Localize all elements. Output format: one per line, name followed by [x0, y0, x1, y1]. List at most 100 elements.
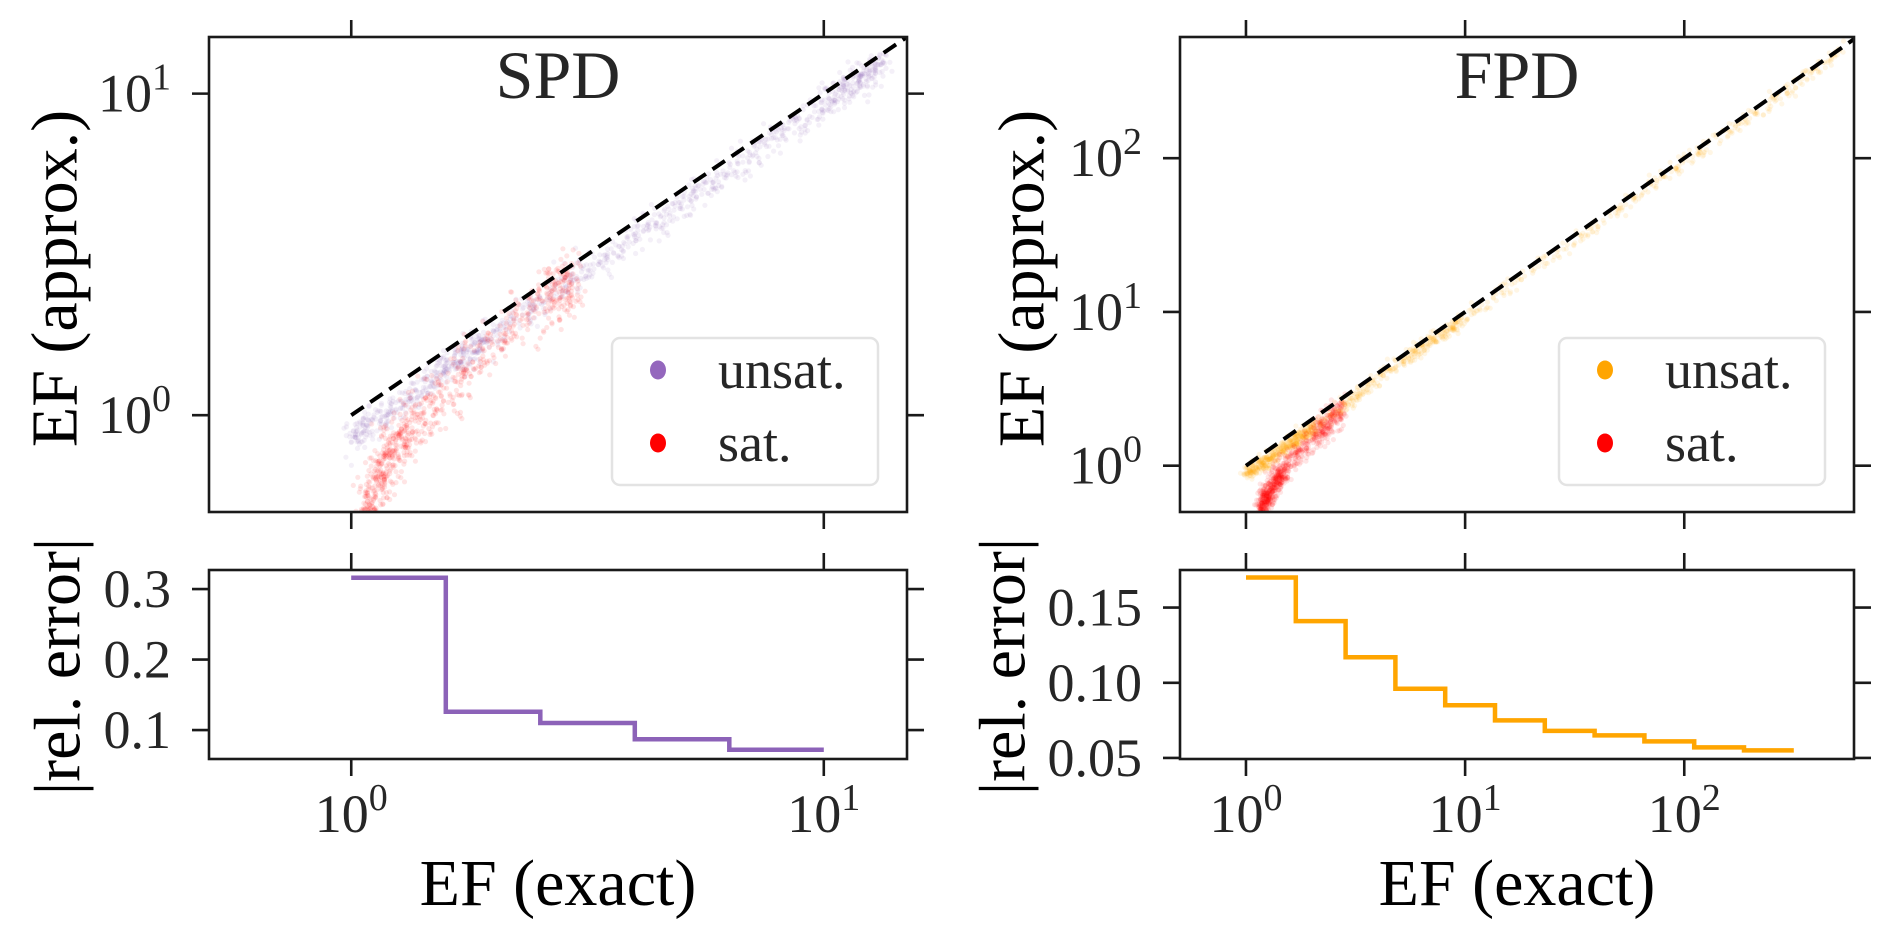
scatter-point: [1268, 456, 1274, 462]
scatter-point: [1277, 484, 1284, 490]
scatter-point: [667, 210, 673, 216]
scatter-point: [510, 330, 516, 336]
scatter-point: [1264, 455, 1270, 461]
scatter-point: [1265, 463, 1271, 469]
scatter-point: [1564, 242, 1570, 248]
scatter-point: [1753, 110, 1759, 117]
scatter-point: [1265, 457, 1271, 463]
scatter-point: [452, 357, 458, 363]
scatter-point: [1276, 454, 1282, 461]
scatter-point: [487, 372, 493, 378]
scatter-point: [403, 402, 409, 408]
scatter-point: [1746, 120, 1752, 126]
scatter-point: [486, 358, 492, 364]
scatter-point: [1354, 385, 1360, 391]
scatter-point: [1357, 388, 1363, 394]
scatter-point: [535, 291, 541, 297]
scatter-point: [1300, 431, 1306, 437]
scatter-point: [423, 421, 429, 427]
scatter-point: [364, 428, 370, 434]
scatter-point: [1653, 185, 1659, 191]
plot-area: [1246, 575, 1794, 753]
scatter-point: [1266, 514, 1271, 519]
scatter-point: [743, 169, 749, 175]
scatter-point: [1270, 481, 1276, 487]
scatter-point: [1301, 440, 1307, 446]
scatter-point: [1246, 470, 1252, 476]
scatter-point: [414, 398, 420, 404]
scatter-point: [819, 97, 825, 103]
scatter-point: [556, 289, 562, 295]
scatter-point: [396, 457, 402, 463]
scatter-point: [502, 332, 508, 338]
scatter-point: [866, 74, 872, 80]
scatter-point: [470, 366, 476, 372]
scatter-point: [1412, 357, 1418, 363]
scatter-point: [1690, 158, 1696, 164]
scatter-point: [1300, 429, 1306, 435]
scatter-point: [1259, 457, 1265, 463]
scatter-point: [832, 98, 838, 104]
scatter-point: [418, 416, 424, 423]
scatter-point: [389, 407, 395, 413]
scatter-point: [1727, 129, 1734, 135]
scatter-point: [574, 285, 580, 291]
scatter-point: [1294, 442, 1300, 448]
scatter-point: [1393, 363, 1399, 369]
scatter-point: [1310, 447, 1317, 453]
scatter-point: [1543, 260, 1549, 266]
scatter-point: [420, 376, 426, 382]
scatter-point: [385, 409, 391, 415]
scatter-point: [1619, 207, 1625, 213]
scatter-point: [478, 364, 484, 370]
scatter-point: [1290, 442, 1296, 448]
scatter-point: [502, 338, 508, 344]
scatter-point: [819, 106, 825, 112]
scatter-point: [1284, 471, 1291, 477]
scatter-point: [510, 310, 516, 316]
scatter-point: [825, 107, 831, 114]
scatter-point: [1567, 251, 1573, 257]
scatter-point: [570, 271, 576, 277]
scatter-point: [1273, 452, 1279, 458]
scatter-point: [477, 343, 483, 349]
scatter-point: [348, 439, 355, 445]
scatter-point: [804, 116, 810, 122]
scatter-point: [1311, 423, 1317, 430]
scatter-point: [1277, 448, 1283, 454]
scatter-point: [1309, 425, 1315, 431]
x-tick-label-exponent: 0: [369, 777, 388, 819]
scatter-point: [366, 429, 372, 435]
scatter-point: [407, 395, 413, 401]
scatter-point: [1804, 76, 1810, 82]
scatter-point: [1313, 424, 1319, 430]
scatter-point: [1317, 439, 1323, 445]
scatter-point: [634, 223, 640, 229]
scatter-point: [1310, 449, 1316, 455]
scatter-point: [1427, 334, 1433, 341]
scatter-point: [1316, 428, 1322, 434]
scatter-point: [382, 450, 388, 456]
scatter-point: [556, 314, 562, 320]
scatter-point: [1430, 338, 1436, 345]
scatter-point: [459, 376, 465, 382]
scatter-point: [428, 429, 434, 435]
scatter-point: [1262, 494, 1268, 500]
scatter-point: [732, 169, 738, 176]
scatter-point: [1270, 480, 1276, 486]
scatter-point: [1471, 311, 1477, 317]
scatter-point: [532, 302, 538, 308]
scatter-point: [532, 308, 538, 314]
scatter-point: [783, 137, 789, 143]
scatter-point: [1297, 431, 1303, 437]
scatter-point: [1317, 428, 1323, 434]
scatter-point: [1311, 423, 1317, 429]
scatter-point: [719, 183, 725, 189]
scatter-point: [1263, 496, 1269, 502]
scatter-point: [370, 475, 376, 481]
scatter-point: [1267, 490, 1273, 497]
scatter-point: [1446, 321, 1452, 328]
scatter-point: [531, 306, 537, 312]
scatter-point: [661, 229, 667, 236]
scatter-point: [582, 288, 588, 294]
